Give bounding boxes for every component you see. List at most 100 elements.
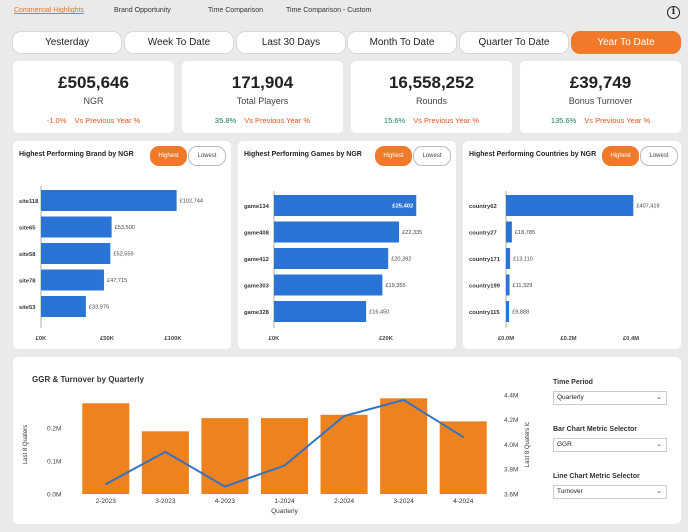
period-year-to-date-button[interactable]: Year To Date <box>571 31 681 54</box>
kpi-label: Bonus Turnover <box>568 96 633 106</box>
ggr-turnover-card: GGR & Turnover by Quarterly 2-2023 3-2023… <box>13 357 681 524</box>
x-tick-label: £0K <box>36 336 47 342</box>
chart-title: GGR & Turnover by Quarterly <box>32 375 144 384</box>
countries-ngr-card: Highest Performing Countries by NGR High… <box>463 141 681 349</box>
kpi-value: 16,558,252 <box>388 73 475 92</box>
bar <box>201 418 249 494</box>
x-tick-label: 1-2024 <box>274 498 295 505</box>
kpi-comparison-label: Vs Previous Year % <box>74 116 141 125</box>
tab-time-comparison[interactable]: Time Comparison <box>208 7 263 14</box>
bar <box>41 216 112 238</box>
data-label: £47,715 <box>107 278 127 284</box>
bar <box>320 414 368 494</box>
tab-brand-opportunity[interactable]: Brand Opportunity <box>114 7 171 14</box>
y-right-tick-label: 3.8M <box>504 467 518 474</box>
data-label: £102,744 <box>180 199 203 205</box>
category-label: country171 <box>469 257 501 263</box>
chart-title: Highest Performing Countries by NGR <box>469 151 597 158</box>
highest-toggle-button[interactable]: Highest <box>602 146 639 166</box>
bar <box>274 221 400 243</box>
kpi-value: £505,646 <box>58 73 129 92</box>
bar <box>439 421 487 494</box>
x-tick-label: 4-2024 <box>453 498 474 505</box>
time-period-dropdown[interactable]: Quarterly ⌄ <box>553 391 667 405</box>
tab-time-comparison-custom[interactable]: Time Comparison - Custom <box>286 7 372 14</box>
bar <box>274 301 367 322</box>
kpi-comparison-label: Vs Previous Year % <box>244 116 311 125</box>
chart-title-by: by <box>94 375 109 384</box>
bar <box>506 301 510 322</box>
category-label: site118 <box>19 199 39 205</box>
data-label: £22,335 <box>402 230 422 236</box>
bar <box>274 274 383 296</box>
line-metric-dropdown[interactable]: Turnover ⌄ <box>553 485 667 499</box>
line-point <box>283 464 286 467</box>
category-label: country115 <box>469 310 500 316</box>
bar-metric-label: Bar Chart Metric Selector <box>553 426 638 433</box>
category-label: country62 <box>469 204 497 210</box>
category-label: site53 <box>19 305 36 311</box>
x-tick-label: 3-2023 <box>155 498 176 505</box>
y-left-tick-label: 0.2M <box>47 425 61 432</box>
data-label: £19,355 <box>385 283 405 289</box>
period-yesterday-button[interactable]: Yesterday <box>12 31 122 54</box>
brand-ngr-card: Highest Performing Brand by NGR Highest … <box>13 141 231 349</box>
lowest-toggle-button[interactable]: Lowest <box>188 146 226 166</box>
x-tick-label: £20K <box>379 336 394 342</box>
bar <box>380 398 428 494</box>
tab-commercial-highlights[interactable]: Commercial Highlights <box>14 7 85 14</box>
period-month-to-date-button[interactable]: Month To Date <box>347 31 457 54</box>
x-tick-label: £0K <box>269 336 280 342</box>
period-week-to-date-button[interactable]: Week To Date <box>124 31 234 54</box>
bar-metric-dropdown[interactable]: GGR ⌄ <box>553 438 667 452</box>
kpi-change: -1.0% <box>46 116 67 125</box>
x-axis-label: Quarterly <box>271 508 298 515</box>
y-right-tick-label: 4.0M <box>504 442 518 449</box>
chart-title-ggr: GGR <box>32 375 51 384</box>
y-left-tick-label: 0.1M <box>47 458 61 465</box>
kpi-card-rounds: 16,558,252 Rounds 15.6% Vs Previous Year … <box>351 61 512 133</box>
bar <box>506 195 634 216</box>
data-label: £11,329 <box>513 283 533 289</box>
kpi-change: 135.6% <box>550 116 577 125</box>
data-label: £407,419 <box>636 204 659 210</box>
kpi-card-ngr: £505,646 NGR -1.0% Vs Previous Year % <box>13 61 174 133</box>
category-label: site65 <box>19 225 36 231</box>
category-label: game412 <box>244 257 269 263</box>
bar <box>506 248 511 269</box>
kpi-card-total-players: 171,904 Total Players 35.8% Vs Previous Y… <box>182 61 343 133</box>
data-label: £53,500 <box>115 225 135 231</box>
y-right-axis-label: Last 8 Quaters lc <box>525 422 531 467</box>
chart-title-sep: & <box>50 375 61 384</box>
lowest-toggle-button[interactable]: Lowest <box>640 146 678 166</box>
dropdown-value: Quarterly <box>557 394 584 401</box>
data-label: £18,785 <box>515 230 535 236</box>
highest-toggle-button[interactable]: Highest <box>375 146 412 166</box>
y-right-tick-label: 3.6M <box>504 491 518 498</box>
line-point <box>224 485 226 488</box>
lowest-toggle-button[interactable]: Lowest <box>413 146 451 166</box>
period-quarter-to-date-button[interactable]: Quarter To Date <box>459 31 569 54</box>
category-label: game134 <box>244 204 270 210</box>
bar <box>260 418 309 494</box>
bar <box>506 274 510 296</box>
dropdown-value: GGR <box>557 441 572 448</box>
brand-ngr-chart: site118 £102,744 site65 £53,500 site58 £52,55… <box>19 186 203 342</box>
games-ngr-chart: game134 £25,402 game408 £22,335 game412 £20,3… <box>244 191 422 342</box>
x-tick-label: £0.2M <box>560 336 576 342</box>
highest-toggle-button[interactable]: Highest <box>150 146 187 166</box>
data-label: £52,559 <box>113 252 133 258</box>
chart-title-turnover: Turnover <box>60 375 95 384</box>
x-tick-label: 2-2023 <box>96 498 117 505</box>
data-label: £13,110 <box>513 257 533 263</box>
kpi-value: 171,904 <box>231 73 294 92</box>
data-label: £16,450 <box>369 310 389 316</box>
bar <box>141 431 189 494</box>
period-last-30-days-button[interactable]: Last 30 Days <box>236 31 346 54</box>
info-icon[interactable]: i <box>667 6 680 19</box>
line-point <box>462 436 465 438</box>
bar <box>82 403 130 494</box>
category-label: game408 <box>244 230 270 236</box>
data-label: £20,392 <box>391 257 411 263</box>
x-tick-label: £100K <box>164 336 182 342</box>
